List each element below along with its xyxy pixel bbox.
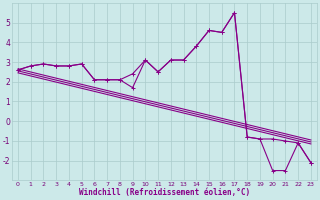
X-axis label: Windchill (Refroidissement éolien,°C): Windchill (Refroidissement éolien,°C) [79,188,250,197]
